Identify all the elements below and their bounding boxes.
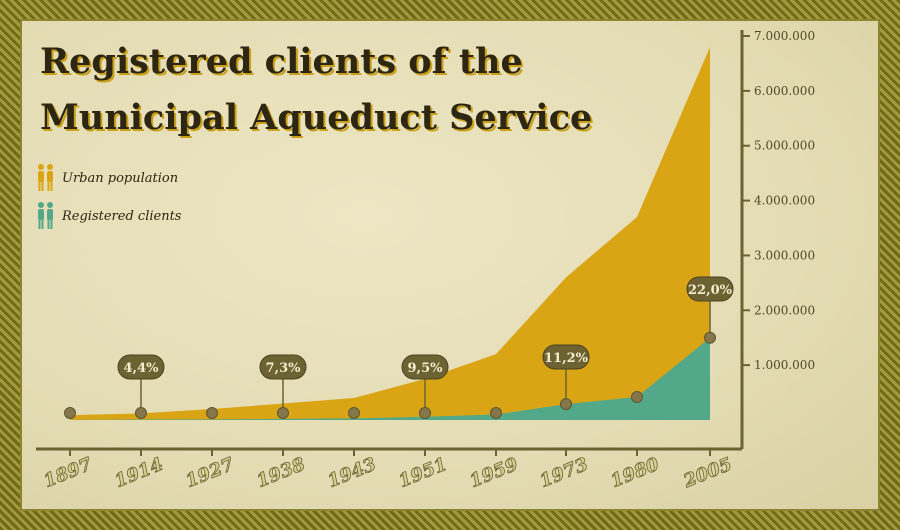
data-marker — [64, 407, 76, 419]
percent-label: 11,2% — [544, 351, 589, 366]
chart-title-line-1: Registered clients of the — [40, 41, 523, 82]
x-tick-label: 1951 — [396, 454, 450, 492]
percent-bubble — [686, 276, 734, 302]
data-marker — [277, 407, 289, 419]
x-tick-label: 1927 — [183, 454, 238, 492]
data-marker — [631, 390, 643, 403]
data-marker — [206, 407, 218, 419]
percent-label: 7,3% — [266, 361, 302, 376]
x-tick-label: 1959 — [467, 454, 522, 492]
chart-title-line-2: Municipal Aqueduct Service — [40, 97, 593, 138]
y-tick-label: 5.000.000 — [754, 139, 815, 153]
data-marker — [560, 398, 572, 411]
data-marker — [348, 407, 360, 419]
percent-bubble — [401, 354, 449, 380]
y-tick-label: 3.000.000 — [754, 248, 815, 262]
percent-bubble — [259, 354, 307, 380]
data-marker — [704, 331, 716, 344]
percent-bubble — [117, 354, 165, 380]
y-tick-label: 4.000.000 — [754, 194, 815, 208]
percent-label: 22,0% — [688, 283, 733, 298]
legend-label-urban-population: Urban population — [62, 170, 179, 186]
x-tick-label: 1973 — [537, 454, 591, 492]
x-tick-label: 1914 — [112, 454, 166, 492]
data-marker — [419, 407, 431, 419]
y-tick-label: 7.000.000 — [754, 29, 815, 43]
percent-bubble — [542, 344, 590, 370]
y-tick-label: 2.000.000 — [754, 303, 815, 317]
legend-item-registered-clients: Registered clients — [36, 200, 181, 232]
percent-label: 4,4% — [124, 361, 160, 376]
data-marker — [490, 407, 502, 419]
x-tick-label: 1897 — [41, 454, 96, 492]
x-tick-label: 1938 — [254, 454, 309, 492]
x-tick-label: 1980 — [608, 454, 663, 492]
legend-item-urban-population: Urban population — [36, 162, 178, 194]
percent-label: 9,5% — [408, 361, 444, 376]
area-urban-population — [70, 46, 710, 420]
data-marker — [135, 407, 147, 419]
chart-panel — [20, 19, 880, 511]
people-icon — [38, 202, 53, 229]
y-tick-label: 6.000.000 — [754, 84, 815, 98]
x-tick-label: 1943 — [325, 454, 379, 492]
legend-label-registered-clients: Registered clients — [62, 208, 182, 224]
x-tick-label: 2005 — [680, 454, 735, 493]
y-tick-label: 1.000.000 — [754, 358, 815, 372]
people-icon — [38, 164, 53, 191]
chart-title: Registered clients of the Municipal Aque… — [40, 34, 660, 146]
area-registered-clients — [70, 337, 710, 420]
